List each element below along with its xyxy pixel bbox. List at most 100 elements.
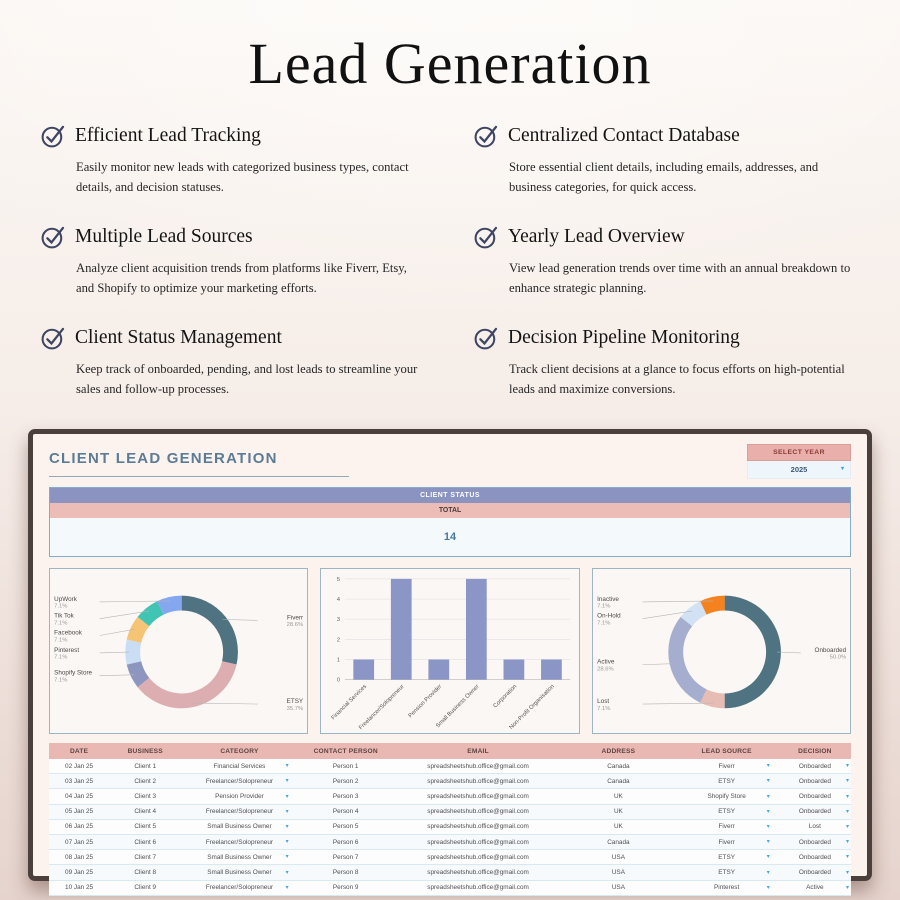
dropdown-arrow-icon[interactable]: ▾ — [845, 808, 849, 815]
dropdown-arrow-icon[interactable]: ▾ — [845, 823, 849, 830]
table-cell[interactable]: Onboarded ▾ — [778, 759, 851, 775]
table-cell[interactable]: Lost ▾ — [778, 819, 851, 836]
dropdown-arrow-icon[interactable]: ▾ — [845, 869, 849, 876]
dropdown-arrow-icon[interactable]: ▾ — [845, 839, 849, 846]
table-cell[interactable]: Fiverr ▾ — [674, 819, 779, 836]
dropdown-arrow-icon[interactable]: ▾ — [845, 793, 849, 800]
table-cell[interactable]: Freelancer/Solopreneur ▾ — [181, 880, 298, 896]
table-cell[interactable]: ETSY ▾ — [674, 804, 779, 820]
year-dropdown[interactable]: 2025 ▾ — [747, 461, 851, 480]
table-cell[interactable]: Person 3 — [297, 788, 394, 805]
table-cell[interactable]: 08 Jan 25 — [49, 849, 110, 866]
table-cell[interactable]: 03 Jan 25 — [49, 773, 110, 790]
table-cell[interactable]: Shopify Store ▾ — [674, 788, 779, 805]
table-cell[interactable]: Onboarded ▾ — [778, 849, 851, 866]
dropdown-arrow-icon[interactable]: ▾ — [285, 763, 289, 770]
table-cell[interactable]: Person 8 — [297, 864, 394, 881]
dropdown-arrow-icon[interactable]: ▾ — [285, 839, 289, 846]
table-cell[interactable]: Freelancer/Solopreneur ▾ — [181, 773, 298, 790]
table-cell[interactable]: Freelancer/Solopreneur ▾ — [181, 804, 298, 820]
dropdown-arrow-icon[interactable]: ▾ — [845, 778, 849, 785]
table-cell[interactable]: spreadsheetshub.office@gmail.com — [393, 819, 563, 836]
table-cell[interactable]: 10 Jan 25 — [49, 880, 110, 896]
table-cell[interactable]: Small Business Owner ▾ — [181, 864, 298, 881]
table-cell[interactable]: Pinterest ▾ — [674, 880, 779, 896]
table-cell[interactable]: spreadsheetshub.office@gmail.com — [393, 849, 563, 866]
table-cell[interactable]: Person 9 — [297, 880, 394, 896]
table-cell[interactable]: Client 8 — [109, 864, 182, 881]
dropdown-arrow-icon[interactable]: ▾ — [285, 869, 289, 876]
table-cell[interactable]: Person 4 — [297, 804, 394, 820]
table-cell[interactable]: Person 6 — [297, 834, 394, 851]
table-cell[interactable]: UK — [562, 804, 675, 820]
table-cell[interactable]: Client 5 — [109, 819, 182, 836]
table-cell[interactable]: spreadsheetshub.office@gmail.com — [393, 834, 563, 851]
dropdown-arrow-icon[interactable]: ▾ — [285, 823, 289, 830]
table-cell[interactable]: spreadsheetshub.office@gmail.com — [393, 759, 563, 775]
dropdown-arrow-icon[interactable]: ▾ — [766, 823, 770, 830]
table-cell[interactable]: Person 5 — [297, 819, 394, 836]
table-cell[interactable]: spreadsheetshub.office@gmail.com — [393, 804, 563, 820]
table-cell[interactable]: Canada — [562, 834, 675, 851]
dropdown-arrow-icon[interactable]: ▾ — [285, 884, 289, 891]
table-cell[interactable]: Onboarded ▾ — [778, 864, 851, 881]
dropdown-arrow-icon[interactable]: ▾ — [766, 854, 770, 861]
dropdown-arrow-icon[interactable]: ▾ — [845, 854, 849, 861]
table-cell[interactable]: ETSY ▾ — [674, 849, 779, 866]
table-cell[interactable]: Canada — [562, 759, 675, 775]
table-cell[interactable]: Pension Provider ▾ — [181, 788, 298, 805]
table-cell[interactable]: Fiverr ▾ — [674, 834, 779, 851]
table-cell[interactable]: UK — [562, 788, 675, 805]
table-cell[interactable]: spreadsheetshub.office@gmail.com — [393, 788, 563, 805]
table-cell[interactable]: Client 7 — [109, 849, 182, 866]
table-cell[interactable]: 04 Jan 25 — [49, 788, 110, 805]
dropdown-arrow-icon[interactable]: ▾ — [766, 808, 770, 815]
dropdown-arrow-icon[interactable]: ▾ — [766, 869, 770, 876]
table-cell[interactable]: 05 Jan 25 — [49, 804, 110, 820]
dropdown-arrow-icon[interactable]: ▾ — [845, 884, 849, 891]
table-cell[interactable]: Onboarded ▾ — [778, 834, 851, 851]
table-cell[interactable]: Client 1 — [109, 759, 182, 775]
table-cell[interactable]: Client 9 — [109, 880, 182, 896]
table-cell[interactable]: ETSY ▾ — [674, 864, 779, 881]
table-cell[interactable]: Onboarded ▾ — [778, 804, 851, 820]
table-cell[interactable]: 09 Jan 25 — [49, 864, 110, 881]
table-cell[interactable]: Person 1 — [297, 759, 394, 775]
table-cell[interactable]: Person 2 — [297, 773, 394, 790]
table-cell[interactable]: spreadsheetshub.office@gmail.com — [393, 880, 563, 896]
table-cell[interactable]: Client 6 — [109, 834, 182, 851]
dropdown-arrow-icon[interactable]: ▾ — [845, 763, 849, 770]
table-cell[interactable]: USA — [562, 864, 675, 881]
table-cell[interactable]: Client 4 — [109, 804, 182, 820]
dropdown-arrow-icon[interactable]: ▾ — [766, 778, 770, 785]
dropdown-arrow-icon[interactable]: ▾ — [766, 793, 770, 800]
table-cell[interactable]: 02 Jan 25 — [49, 759, 110, 775]
table-cell[interactable]: spreadsheetshub.office@gmail.com — [393, 773, 563, 790]
dropdown-arrow-icon[interactable]: ▾ — [285, 808, 289, 815]
table-cell[interactable]: Fiverr ▾ — [674, 759, 779, 775]
table-cell[interactable]: Onboarded ▾ — [778, 788, 851, 805]
table-cell[interactable]: Financial Services ▾ — [181, 759, 298, 775]
table-cell[interactable]: 07 Jan 25 — [49, 834, 110, 851]
dropdown-arrow-icon[interactable]: ▾ — [766, 763, 770, 770]
table-cell[interactable]: ETSY ▾ — [674, 773, 779, 790]
table-cell[interactable]: 06 Jan 25 — [49, 819, 110, 836]
dropdown-arrow-icon[interactable]: ▾ — [285, 854, 289, 861]
table-cell[interactable]: Client 2 — [109, 773, 182, 790]
table-cell[interactable]: USA — [562, 880, 675, 896]
table-cell[interactable]: Small Business Owner ▾ — [181, 819, 298, 836]
table-cell[interactable]: Person 7 — [297, 849, 394, 866]
dropdown-arrow-icon[interactable]: ▾ — [285, 778, 289, 785]
table-cell[interactable]: Freelancer/Solopreneur ▾ — [181, 834, 298, 851]
table-cell[interactable]: Active ▾ — [778, 880, 851, 896]
dropdown-arrow-icon[interactable]: ▾ — [766, 884, 770, 891]
dropdown-arrow-icon[interactable]: ▾ — [285, 793, 289, 800]
dropdown-arrow-icon[interactable]: ▾ — [766, 839, 770, 846]
table-cell[interactable]: Onboarded ▾ — [778, 773, 851, 790]
table-cell[interactable]: Small Business Owner ▾ — [181, 849, 298, 866]
chevron-down-icon[interactable]: ▾ — [840, 466, 844, 473]
table-cell[interactable]: UK — [562, 819, 675, 836]
table-cell[interactable]: USA — [562, 849, 675, 866]
table-cell[interactable]: spreadsheetshub.office@gmail.com — [393, 864, 563, 881]
table-cell[interactable]: Client 3 — [109, 788, 182, 805]
